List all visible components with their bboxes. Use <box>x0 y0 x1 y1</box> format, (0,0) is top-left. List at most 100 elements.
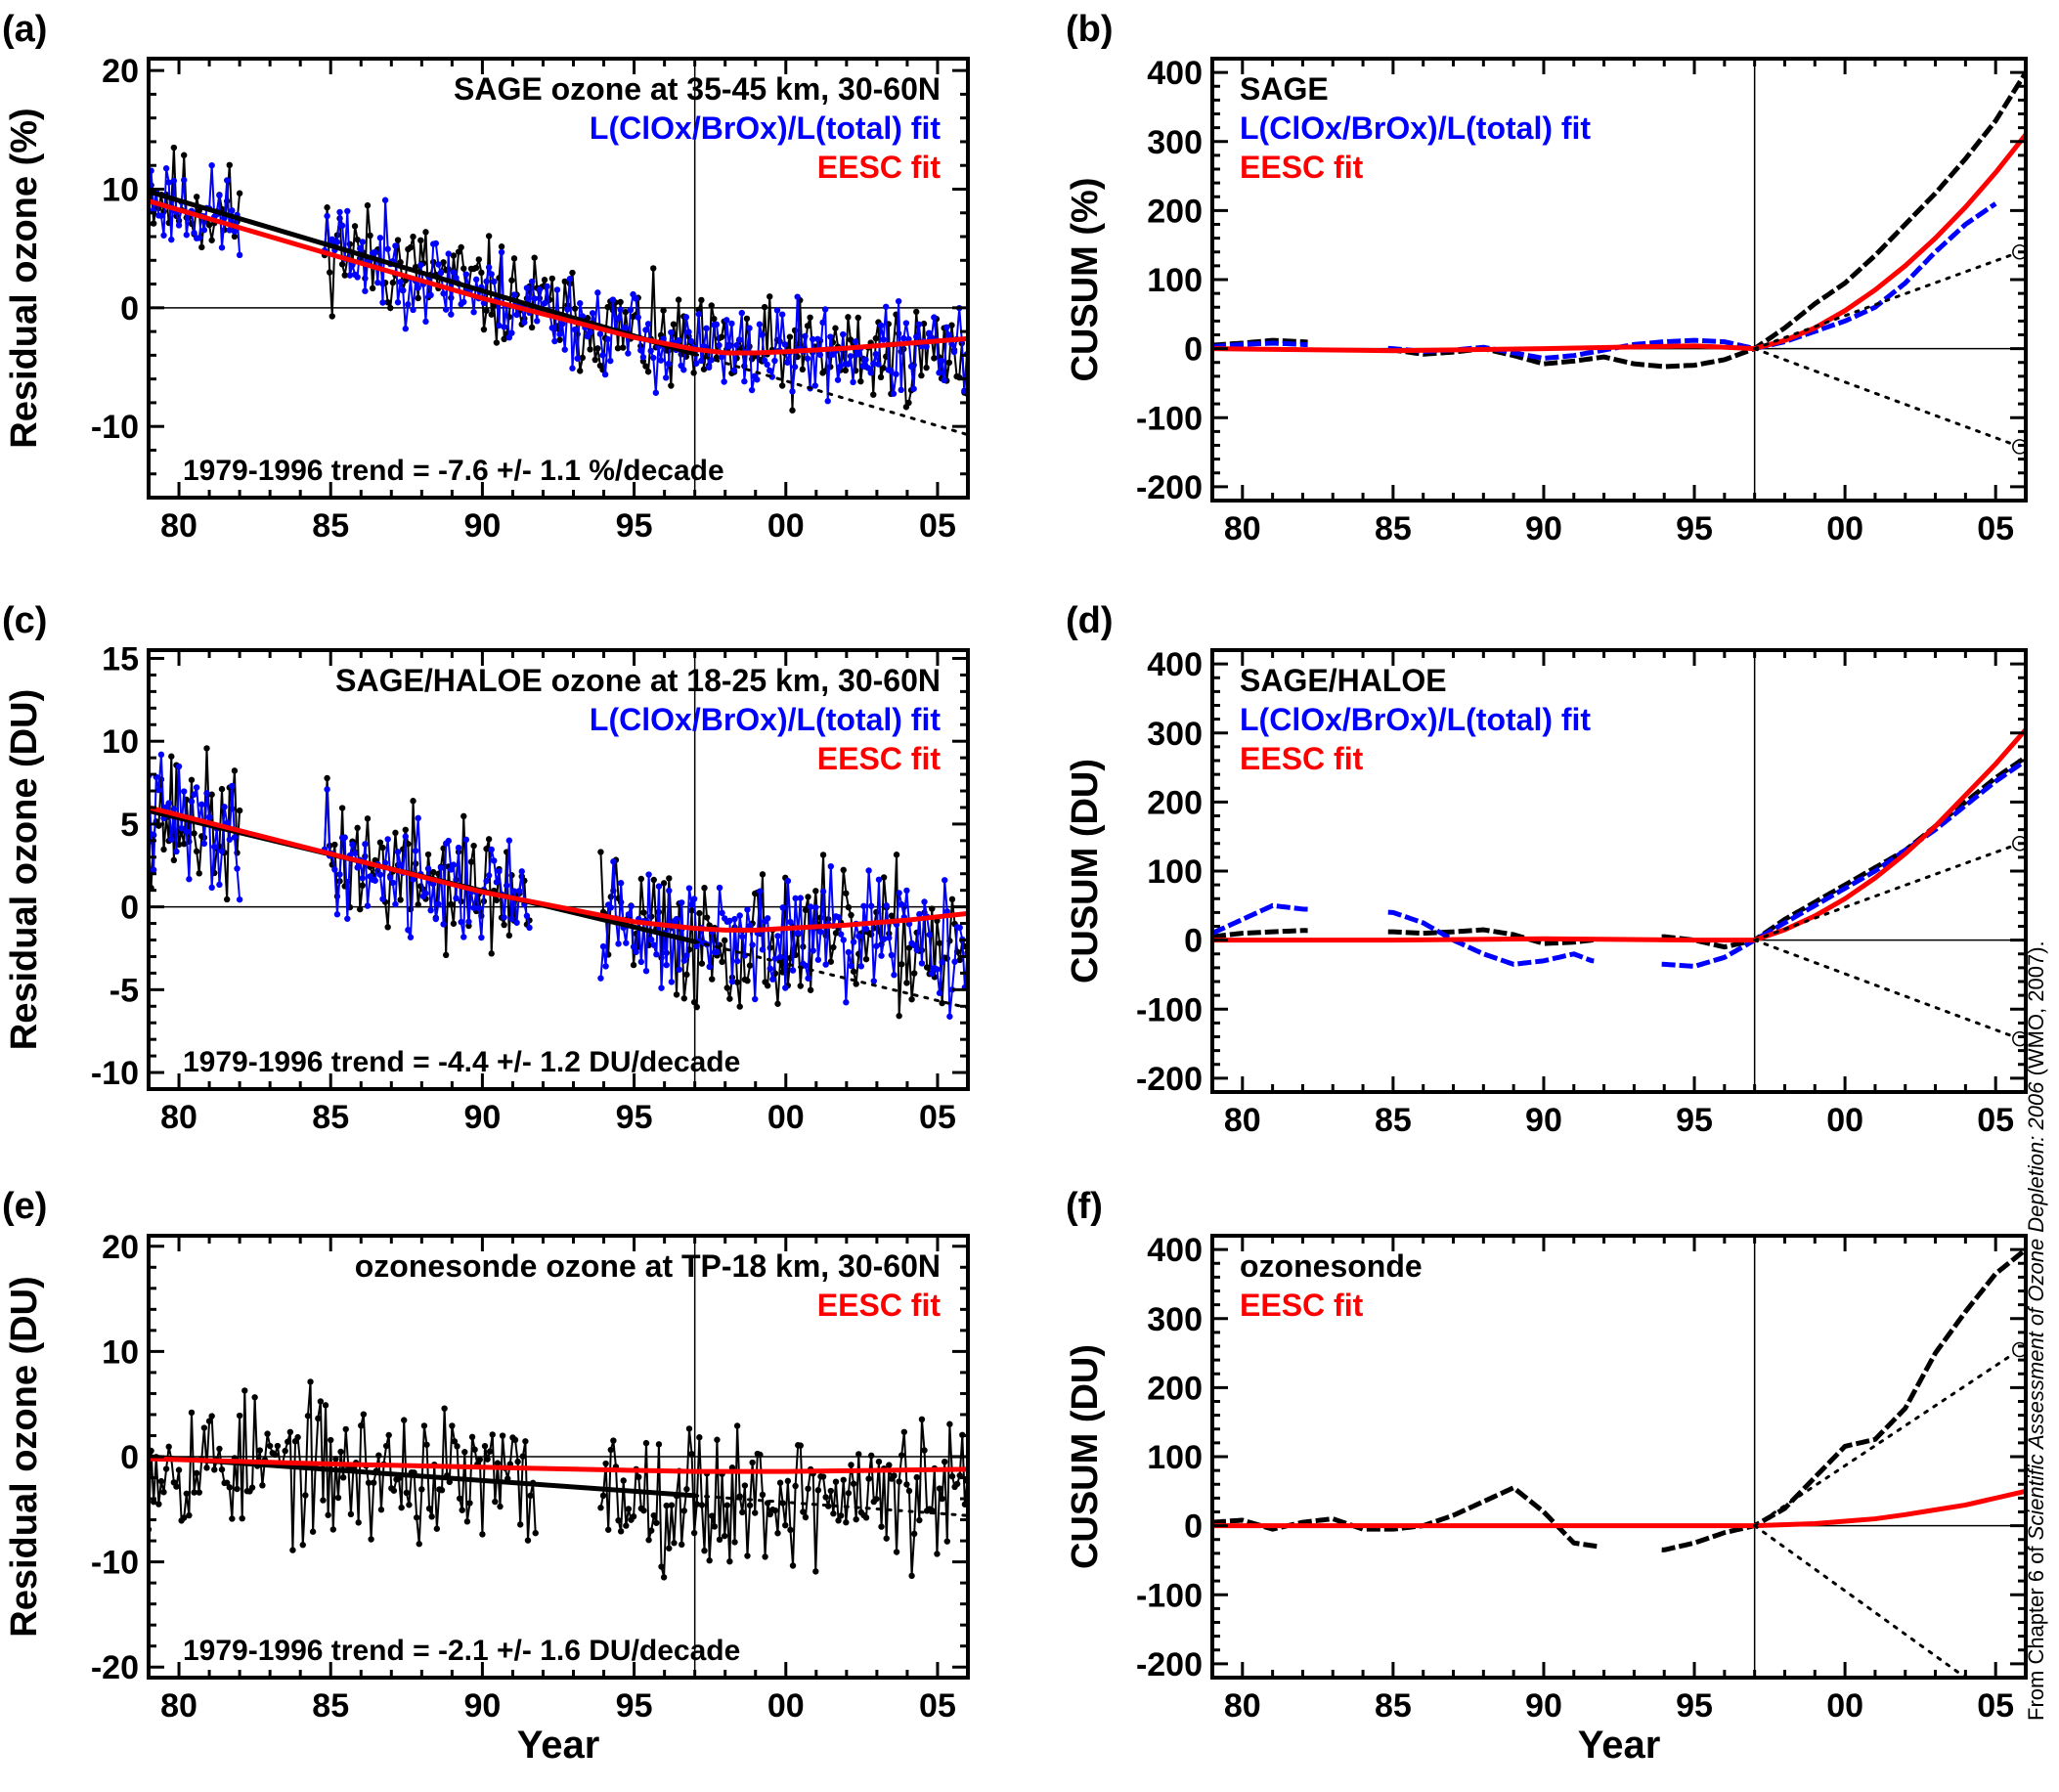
series-l-clox-brox-l-total-fit-point <box>819 319 826 327</box>
series-l-clox-brox-l-total-fit-point <box>496 868 503 875</box>
series-l-clox-brox-l-total-fit-point <box>840 330 847 338</box>
series-sage-haloe-ozone-at-18-25-km-30-60n-point <box>208 791 215 798</box>
series-ozonesonde-ozone-at-tp-18-km-30-60n-point <box>401 1417 408 1423</box>
series-sage-haloe-ozone-at-18-25-km-30-60n-point <box>680 995 688 1002</box>
series-ozonesonde-ozone-at-tp-18-km-30-60n-point <box>800 1508 807 1515</box>
y-tick-label: -10 <box>91 1545 139 1582</box>
series-sage-ozone-at-35-45-km-30-60n-point <box>458 243 464 251</box>
series-sage-haloe-ozone-at-18-25-km-30-60n-point <box>850 968 857 975</box>
series-ozonesonde-ozone-at-tp-18-km-30-60n-point <box>671 1540 678 1547</box>
series-ozonesonde-ozone-at-tp-18-km-30-60n-point <box>599 1492 607 1500</box>
series-sage-ozone-at-35-45-km-30-60n-point <box>642 363 649 370</box>
legend-entry: EESC fit <box>1240 741 1364 776</box>
series-ozonesonde-ozone-at-tp-18-km-30-60n-point <box>497 1503 504 1510</box>
series-l-clox-brox-l-total-fit-point <box>939 958 945 966</box>
series-l-clox-brox-l-total-fit-point <box>175 763 183 770</box>
x-tick-label: 95 <box>1676 1102 1713 1139</box>
series-ozonesonde-ozone-at-tp-18-km-30-60n-point <box>822 1494 829 1501</box>
series-l-clox-brox-l-total-fit-point <box>181 788 188 795</box>
series-eesc-fit <box>149 1456 968 1474</box>
series-sage-ozone-at-35-45-km-30-60n-point <box>389 279 397 286</box>
series-l-clox-brox-l-total-fit-point <box>739 933 746 940</box>
series-ozonesonde-ozone-at-tp-18-km-30-60n-point <box>370 1479 377 1486</box>
y-tick-label: 10 <box>102 723 139 761</box>
series-ozonesonde-ozone-at-tp-18-km-30-60n-point <box>714 1436 721 1443</box>
series-l-clox-brox-l-total-fit-point <box>834 376 842 383</box>
series-ozonesonde-ozone-at-tp-18-km-30-60n-point <box>668 1502 676 1508</box>
series-l-clox-brox-l-total-fit-point <box>682 314 690 321</box>
series-sage-ozone-at-35-45-km-30-60n-point <box>364 201 372 209</box>
series-l-clox-brox-l-total-fit-point <box>458 918 464 926</box>
series-ozonesonde-ozone-at-tp-18-km-30-60n-point <box>466 1500 473 1507</box>
series-ozonesonde-ozone-at-tp-18-km-30-60n-point <box>908 1572 915 1580</box>
series-sage-ozone-at-35-45-km-30-60n-point <box>384 299 391 306</box>
series-l-clox-brox-l-total-fit-point <box>577 300 584 307</box>
series-l-clox-brox-l-total-fit-point <box>504 882 510 889</box>
series-ozonesonde-ozone-at-tp-18-km-30-60n-point <box>819 1473 827 1480</box>
series-l-clox-brox-l-total-fit-point <box>473 276 480 284</box>
series-sage-ozone-at-35-45-km-30-60n-point <box>700 366 708 372</box>
series-l-clox-brox-l-total-fit-point <box>809 335 816 343</box>
plot-area-d <box>1212 650 2026 1092</box>
series-ozonesonde-ozone-at-tp-18-km-30-60n-point <box>850 1480 857 1487</box>
series-ozonesonde-ozone-at-tp-18-km-30-60n-point <box>645 1537 652 1544</box>
series-ozonesonde-ozone-at-tp-18-km-30-60n-point <box>936 1485 943 1492</box>
series-l-clox-brox-l-total-fit-point <box>485 872 493 879</box>
series-l-clox-brox-l-total-fit-point <box>756 321 764 328</box>
legend-entry: L(ClOx/BrOx)/L(total) fit <box>1240 702 1591 737</box>
series-l-clox-brox-l-total-fit-point <box>596 330 604 337</box>
series-l-clox-brox-l-total-fit-point <box>491 857 498 864</box>
x-tick-label: 85 <box>312 507 349 545</box>
series-sage-haloe-ozone-at-18-25-km-30-60n-point <box>203 745 210 752</box>
series-l-clox-brox-l-total-fit-point <box>200 227 208 234</box>
y-tick-label: -200 <box>1136 1061 1203 1098</box>
series-sage-haloe-ozone-at-18-25-km-30-60n-point <box>442 951 450 959</box>
series-ozonesonde-ozone-at-tp-18-km-30-60n-point <box>948 1472 956 1480</box>
series-l-clox-brox-l-total-fit-point <box>666 887 673 895</box>
x-tick-label: 00 <box>1826 1102 1863 1139</box>
series-1979-1996-trend <box>149 189 698 357</box>
x-tick-label: 00 <box>767 1687 805 1725</box>
series-l-clox-brox-l-total-fit-point <box>679 899 685 906</box>
series-l-clox-brox-l-total-fit-point <box>918 960 926 967</box>
series-l-clox-brox-l-total-fit-point <box>749 941 756 948</box>
series-l-clox-brox-l-total-fit-point <box>723 317 730 324</box>
series-ozonesonde-ozone-at-tp-18-km-30-60n-point <box>337 1448 344 1456</box>
series-l-clox-brox-l-total-fit-point <box>943 908 950 915</box>
series-l-clox-brox-l-total-fit-point <box>589 310 596 317</box>
series-sage-haloe-ozone-at-18-25-km-30-60n-point <box>688 907 695 914</box>
series-ozonesonde-ozone-at-tp-18-km-30-60n-point <box>307 1378 314 1385</box>
series-ozonesonde-ozone-at-tp-18-km-30-60n-point <box>423 1441 430 1448</box>
series-ozonesonde-ozone-at-tp-18-km-30-60n-point <box>721 1532 728 1540</box>
series-sage-ozone-at-35-45-km-30-60n-point <box>594 345 601 352</box>
series-sage-ozone-at-35-45-km-30-60n-point <box>480 326 488 333</box>
series-ozonesonde-ozone-at-tp-18-km-30-60n-point <box>843 1519 850 1526</box>
series-sage-haloe-ozone-at-18-25-km-30-60n-point <box>485 836 493 843</box>
series-l-clox-brox-l-total-fit-point <box>462 836 470 844</box>
x-tick-label: 95 <box>616 1099 653 1136</box>
series-ozonesonde-ozone-at-tp-18-km-30-60n-point <box>203 1464 210 1471</box>
series-l-clox-brox-l-total-fit-point <box>816 351 824 359</box>
series-ozonesonde-ozone-at-tp-18-km-30-60n-point <box>767 1510 773 1518</box>
series-sage-ozone-at-35-45-km-30-60n-point <box>675 296 682 303</box>
series-l-clox-brox-l-total-fit-point <box>617 306 624 313</box>
series-l-clox-brox-l-total-fit-point <box>607 904 614 911</box>
series-l-clox-brox-l-total-fit-point <box>372 877 378 884</box>
x-tick-label: 90 <box>463 1687 501 1725</box>
series-l-clox-brox-l-total-fit-point <box>698 357 705 365</box>
series-sage-ozone-at-35-45-km-30-60n-point <box>718 333 725 340</box>
series-l-clox-brox-l-total-fit-point <box>357 244 364 252</box>
series-sage-ozone-at-35-45-km-30-60n-point <box>743 315 751 323</box>
series-l-clox-brox-l-total-fit-point <box>483 278 490 285</box>
series-sage-ozone-at-35-45-km-30-60n-point <box>415 294 421 302</box>
series-l-clox-brox-l-total-fit-point <box>779 904 786 911</box>
series-ozonesonde-ozone-at-tp-18-km-30-60n-point <box>942 1458 948 1465</box>
series-l-clox-brox-l-total-fit-point <box>824 398 831 405</box>
series-ozonesonde-ozone-at-tp-18-km-30-60n-point <box>623 1522 630 1529</box>
panel-d: 80 85 90 95 00 05 -200 -100 0 100 200 300 400 (d) CUSU… <box>1065 600 2028 1139</box>
series-sage-ozone-at-35-45-km-30-60n-point <box>455 248 462 255</box>
series-sage-haloe-ozone-at-18-25-km-30-60n-point <box>843 890 850 896</box>
series-ozonesonde-ozone-at-tp-18-km-30-60n-point <box>479 1531 486 1538</box>
y-tick-label: -5 <box>110 972 139 1009</box>
series-sage-ozone-at-35-45-km-30-60n-point <box>231 233 239 240</box>
